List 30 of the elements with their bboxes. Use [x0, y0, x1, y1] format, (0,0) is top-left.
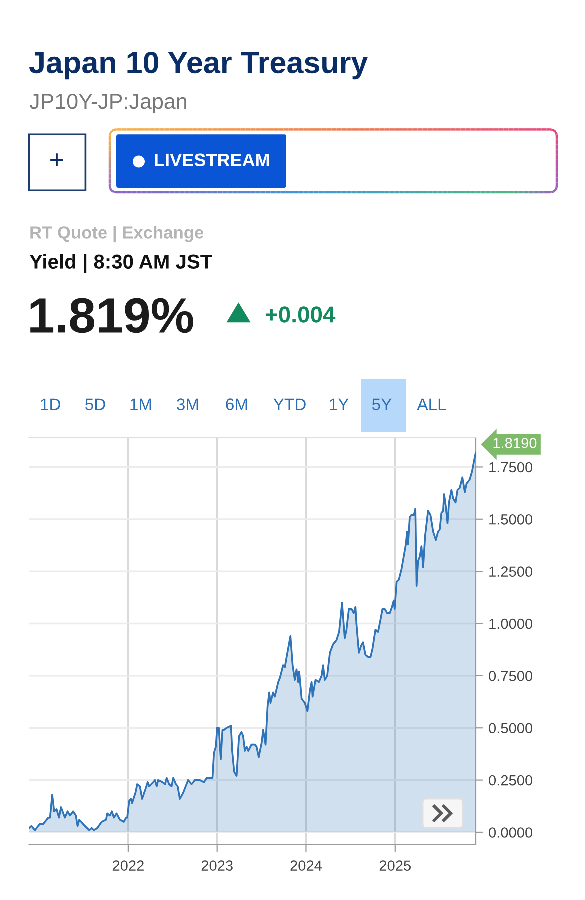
text: RT Quote | Exchange — [30, 226, 204, 243]
text: 1.819% — [30, 298, 194, 334]
x-tick-label: 2025 — [380, 860, 411, 871]
text: +0.004 — [266, 306, 336, 323]
y-tick-label: 0.0000 — [489, 828, 533, 838]
text: 1Y — [330, 398, 349, 410]
text: YTD — [274, 398, 306, 410]
y-tick-label: 0.7500 — [489, 671, 533, 682]
text: 6M — [226, 398, 248, 410]
y-tick-label: 1.5000 — [490, 514, 533, 525]
y-tick-label: 0.2500 — [489, 775, 533, 786]
x-tick-label: 2024 — [290, 860, 322, 871]
annotation: 1.8190 — [494, 438, 537, 448]
y-tick-label: 1.2500 — [490, 566, 533, 578]
chart-title: Japan 10 Year Treasury — [29, 52, 368, 80]
text: LIVESTREAM — [155, 154, 270, 167]
text: 5D — [86, 398, 106, 410]
x-tick-label: 2023 — [202, 860, 233, 871]
x-tick-label: 2022 — [112, 860, 144, 871]
text: + — [50, 154, 64, 167]
chart-subtitle: JP10Y-JP:Japan — [30, 94, 186, 114]
text: 1M — [130, 398, 152, 410]
text: 5Y — [372, 398, 392, 410]
y-tick-label: 0.5000 — [489, 723, 533, 734]
text: Yield | 8:30 AM JST — [30, 254, 212, 274]
y-tick-label: 1.7500 — [490, 462, 533, 473]
text: ALL — [417, 398, 446, 410]
text: 1D — [41, 398, 60, 410]
y-tick-label: 1.0000 — [490, 618, 533, 630]
text: 3M — [177, 398, 198, 410]
